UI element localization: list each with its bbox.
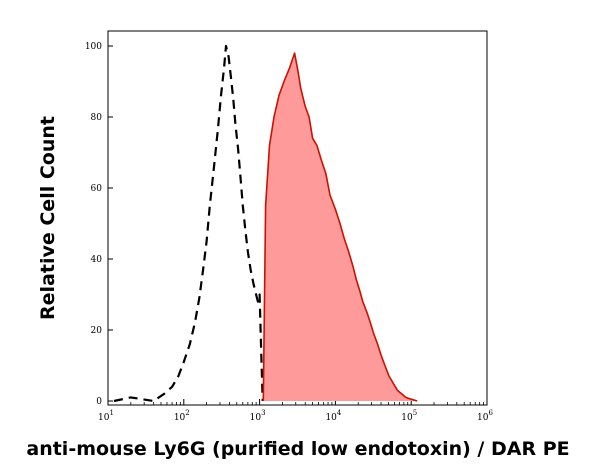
x-tick-label: 101 [98, 409, 114, 423]
x-tick-label: 104 [325, 409, 341, 423]
y-axis-ticks: 0 20 40 60 80 100 [85, 42, 113, 407]
x-tick-label: 102 [174, 409, 190, 423]
y-tick-label: 20 [91, 326, 103, 336]
x-axis-ticks: 101 102 103 104 105 106 [98, 399, 493, 423]
y-tick-label: 0 [96, 397, 102, 407]
x-tick-label: 105 [401, 409, 417, 423]
x-tick-label: 103 [250, 409, 266, 423]
sample-histogram-outline [262, 52, 418, 402]
y-tick-label: 60 [91, 184, 103, 194]
control-histogram-outline [113, 44, 264, 403]
series-layer [113, 44, 418, 403]
plot-frame [107, 30, 488, 406]
x-axis-title: anti-mouse Ly6G (purified low endotoxin)… [26, 438, 569, 460]
y-tick-label: 100 [85, 42, 102, 52]
y-tick-label: 80 [91, 113, 103, 123]
x-tick-label: 106 [477, 409, 493, 423]
y-tick-label: 40 [91, 255, 103, 265]
y-axis-title: Relative Cell Count [37, 116, 59, 320]
